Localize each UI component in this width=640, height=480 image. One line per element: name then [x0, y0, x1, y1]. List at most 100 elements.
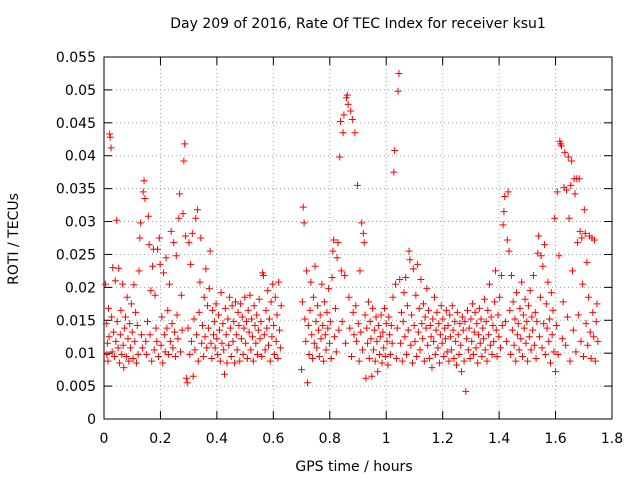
- data-point: [219, 320, 227, 328]
- data-point: [474, 359, 482, 367]
- data-point: [549, 306, 557, 314]
- data-point: [347, 107, 355, 115]
- data-point: [119, 280, 127, 288]
- data-point: [523, 318, 531, 326]
- data-point: [400, 289, 408, 297]
- data-point: [408, 311, 416, 319]
- data-point: [209, 306, 217, 314]
- data-point: [498, 322, 506, 330]
- data-point: [143, 350, 151, 358]
- data-point: [482, 318, 490, 326]
- data-point: [493, 352, 501, 360]
- data-point: [527, 346, 535, 354]
- data-point: [569, 326, 577, 334]
- data-point: [167, 227, 175, 235]
- data-point: [113, 216, 121, 224]
- data-point: [315, 352, 323, 360]
- data-point: [407, 341, 415, 349]
- data-point: [201, 333, 209, 341]
- data-point: [310, 339, 318, 347]
- data-point: [401, 333, 409, 341]
- data-point: [249, 357, 257, 365]
- data-point: [425, 354, 433, 362]
- data-point: [530, 272, 538, 280]
- data-point: [251, 322, 259, 330]
- data-point: [476, 339, 484, 347]
- data-point: [165, 280, 173, 288]
- data-point: [359, 229, 367, 237]
- data-point: [114, 344, 122, 352]
- data-point: [276, 326, 284, 334]
- data-point: [507, 350, 515, 358]
- data-point: [359, 346, 367, 354]
- data-point: [273, 311, 281, 319]
- data-point: [417, 275, 425, 283]
- data-point: [559, 298, 567, 306]
- data-point: [216, 357, 224, 365]
- data-point: [258, 352, 266, 360]
- data-point: [323, 308, 331, 316]
- data-point: [420, 357, 428, 365]
- data-point: [414, 260, 422, 268]
- data-point: [127, 300, 135, 308]
- data-point: [121, 324, 129, 332]
- data-point: [370, 326, 378, 334]
- data-point: [438, 339, 446, 347]
- data-point: [434, 344, 442, 352]
- data-point: [373, 337, 381, 345]
- data-point: [109, 264, 117, 272]
- data-point: [314, 302, 322, 310]
- data-point: [429, 315, 437, 323]
- data-point: [170, 239, 178, 247]
- data-point: [353, 337, 361, 345]
- data-point: [535, 333, 543, 341]
- data-point: [340, 111, 348, 119]
- data-point: [392, 354, 400, 362]
- data-point: [450, 354, 458, 362]
- data-point: [456, 320, 464, 328]
- data-point: [253, 311, 261, 319]
- data-point: [542, 300, 550, 308]
- data-point: [441, 335, 449, 343]
- data-point: [195, 308, 203, 316]
- data-point: [124, 335, 132, 343]
- data-point: [271, 293, 279, 301]
- data-point: [582, 320, 590, 328]
- data-point: [366, 318, 374, 326]
- data-point: [116, 359, 124, 367]
- data-point: [215, 311, 223, 319]
- data-point: [111, 277, 119, 285]
- data-point: [166, 337, 174, 345]
- data-point: [538, 344, 546, 352]
- data-point: [333, 254, 341, 262]
- data-point: [238, 313, 246, 321]
- data-point: [389, 293, 397, 301]
- data-point: [314, 326, 322, 334]
- data-point: [235, 322, 243, 330]
- x-tick-label: 1: [382, 431, 391, 447]
- data-points: [101, 69, 602, 395]
- y-tick-label: 0.035: [56, 182, 96, 198]
- data-point: [117, 306, 125, 314]
- data-point: [592, 318, 600, 326]
- data-point: [344, 100, 352, 108]
- data-point: [122, 352, 130, 360]
- data-point: [299, 203, 307, 211]
- data-point: [223, 359, 231, 367]
- data-point: [380, 344, 388, 352]
- data-point: [372, 313, 380, 321]
- data-point: [197, 234, 205, 242]
- data-point: [357, 328, 365, 336]
- data-point: [231, 359, 239, 367]
- data-point: [103, 339, 111, 347]
- data-point: [568, 157, 576, 165]
- data-point: [138, 344, 146, 352]
- data-point: [188, 229, 196, 237]
- data-point: [132, 308, 140, 316]
- data-point: [204, 324, 212, 332]
- data-point: [140, 177, 148, 185]
- data-point: [468, 337, 476, 345]
- y-tick-label: 0.03: [65, 215, 96, 231]
- data-point: [363, 324, 371, 332]
- data-point: [360, 239, 368, 247]
